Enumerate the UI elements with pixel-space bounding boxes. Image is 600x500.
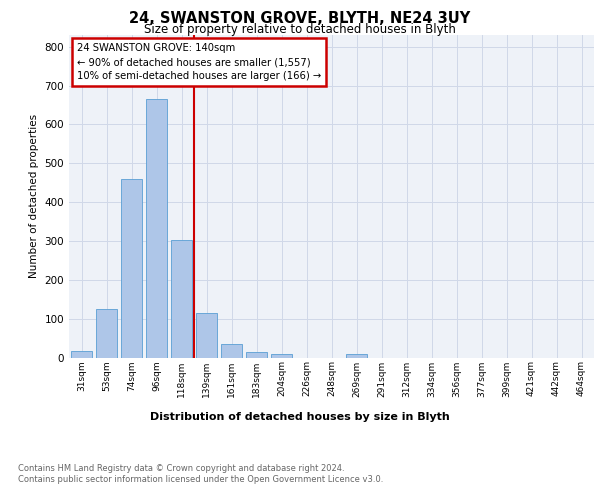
Bar [246, 352, 267, 358]
Bar [121, 179, 142, 358]
Text: Distribution of detached houses by size in Blyth: Distribution of detached houses by size … [150, 412, 450, 422]
Bar [196, 313, 217, 358]
Y-axis label: Number of detached properties: Number of detached properties [29, 114, 39, 278]
Text: Size of property relative to detached houses in Blyth: Size of property relative to detached ho… [144, 22, 456, 36]
Bar [96, 309, 117, 358]
Bar [271, 354, 292, 358]
Bar [346, 354, 367, 358]
Bar [146, 99, 167, 357]
Bar [221, 344, 242, 358]
Text: Contains HM Land Registry data © Crown copyright and database right 2024.: Contains HM Land Registry data © Crown c… [18, 464, 344, 473]
Text: Contains public sector information licensed under the Open Government Licence v3: Contains public sector information licen… [18, 475, 383, 484]
Text: 24 SWANSTON GROVE: 140sqm
← 90% of detached houses are smaller (1,557)
10% of se: 24 SWANSTON GROVE: 140sqm ← 90% of detac… [77, 43, 321, 81]
Bar [171, 240, 192, 358]
Bar [71, 350, 92, 358]
Text: 24, SWANSTON GROVE, BLYTH, NE24 3UY: 24, SWANSTON GROVE, BLYTH, NE24 3UY [130, 11, 470, 26]
